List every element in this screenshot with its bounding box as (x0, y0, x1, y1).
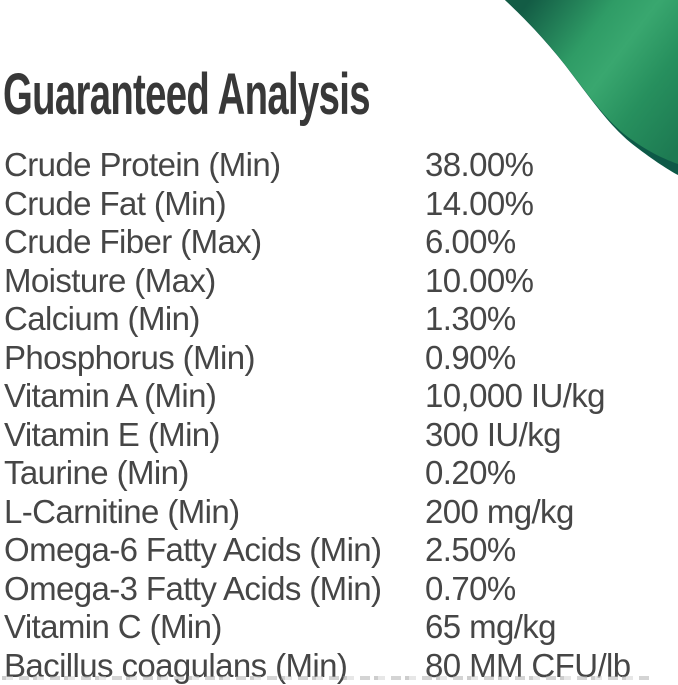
table-row: Vitamin C (Min) 65 mg/kg (4, 608, 674, 647)
nutrient-label: Phosphorus (Min) (4, 339, 425, 378)
table-row: Calcium (Min) 1.30% (4, 300, 674, 339)
table-row: Crude Fat (Min) 14.00% (4, 185, 674, 224)
nutrient-value: 0.90% (425, 339, 674, 378)
nutrient-value: 0.20% (425, 454, 674, 493)
nutrient-label: Crude Protein (Min) (4, 146, 425, 185)
nutrient-label: Vitamin C (Min) (4, 608, 425, 647)
swoosh-main-shape (505, 0, 678, 164)
table-row: Omega-6 Fatty Acids (Min) 2.50% (4, 531, 674, 570)
guaranteed-analysis-table: Crude Protein (Min) 38.00% Crude Fat (Mi… (4, 146, 674, 685)
table-row: L-Carnitine (Min) 200 mg/kg (4, 493, 674, 532)
nutrient-label: Vitamin A (Min) (4, 377, 425, 416)
nutrient-label: L-Carnitine (Min) (4, 493, 425, 532)
nutrient-value: 300 IU/kg (425, 416, 674, 455)
table-row: Taurine (Min) 0.20% (4, 454, 674, 493)
nutrient-value: 10.00% (425, 262, 674, 301)
nutrient-value: 38.00% (425, 146, 674, 185)
nutrient-label: Omega-3 Fatty Acids (Min) (4, 570, 425, 609)
nutrient-value: 10,000 IU/kg (425, 377, 674, 416)
nutrient-value: 2.50% (425, 531, 674, 570)
table-row: Crude Fiber (Max) 6.00% (4, 223, 674, 262)
nutrient-value: 65 mg/kg (425, 608, 674, 647)
nutrient-value: 6.00% (425, 223, 674, 262)
nutrient-value: 200 mg/kg (425, 493, 674, 532)
table-row: Crude Protein (Min) 38.00% (4, 146, 674, 185)
nutrient-label: Vitamin E (Min) (4, 416, 425, 455)
table-row: Omega-3 Fatty Acids (Min) 0.70% (4, 570, 674, 609)
nutrient-label: Crude Fat (Min) (4, 185, 425, 224)
nutrient-label: Moisture (Max) (4, 262, 425, 301)
table-row: Vitamin A (Min) 10,000 IU/kg (4, 377, 674, 416)
table-row: Phosphorus (Min) 0.90% (4, 339, 674, 378)
nutrient-label: Crude Fiber (Max) (4, 223, 425, 262)
nutrient-value: 14.00% (425, 185, 674, 224)
nutrient-label: Taurine (Min) (4, 454, 425, 493)
page-title: Guaranteed Analysis (3, 66, 370, 124)
table-row: Moisture (Max) 10.00% (4, 262, 674, 301)
table-row: Vitamin E (Min) 300 IU/kg (4, 416, 674, 455)
cut-off-text-strip (2, 676, 652, 680)
nutrient-label: Omega-6 Fatty Acids (Min) (4, 531, 425, 570)
nutrient-value: 1.30% (425, 300, 674, 339)
nutrient-value: 0.70% (425, 570, 674, 609)
nutrient-label: Calcium (Min) (4, 300, 425, 339)
